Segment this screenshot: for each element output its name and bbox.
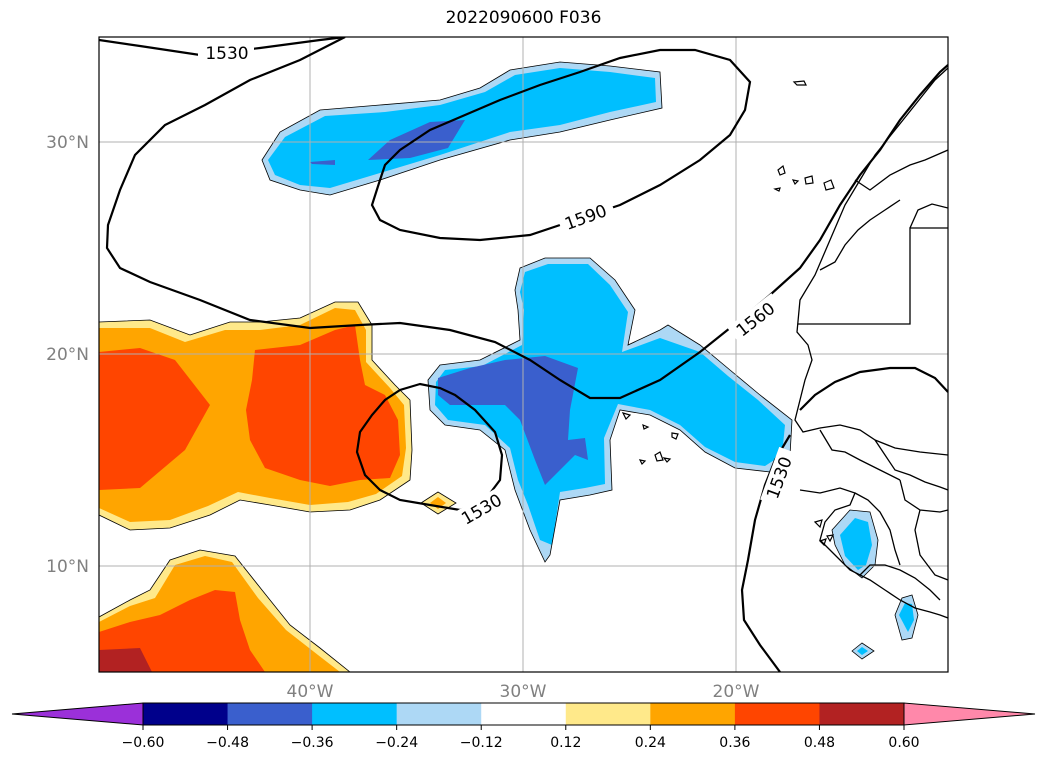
colorbar-tick-label: −0.12 xyxy=(460,735,503,751)
map-title: 2022090600 F036 xyxy=(445,8,602,28)
canary-island-5 xyxy=(773,187,781,192)
colorbar-segment xyxy=(481,703,567,725)
canary-island-4 xyxy=(823,179,835,191)
colorbar-tick-label: 0.12 xyxy=(550,735,581,751)
cape-verde-3 xyxy=(671,432,679,440)
colorbar-tick-label: 0.60 xyxy=(888,735,919,751)
colorbar-segment xyxy=(227,703,313,725)
small-blue-diamond-core xyxy=(857,647,868,655)
north-blue-core-small xyxy=(310,160,335,165)
west-warm-core xyxy=(99,348,210,490)
contour-1590 xyxy=(370,48,752,242)
canary-island-1 xyxy=(777,164,786,176)
colorbar-segment xyxy=(312,703,398,725)
canary-island-3 xyxy=(804,175,814,185)
colorbar-segment xyxy=(143,703,229,725)
lon-label-30w: 30°W xyxy=(500,682,547,702)
colorbar-tick-label: 0.36 xyxy=(719,735,750,751)
border-1 xyxy=(798,227,948,325)
africa-blue-patch-2-core xyxy=(899,603,914,632)
border-4 xyxy=(819,199,901,271)
colorbar-segment xyxy=(650,703,736,725)
latitude-labels: 30°N 20°N 10°N xyxy=(46,133,89,577)
south-warm-darkest xyxy=(99,648,152,672)
colorbar-segment xyxy=(565,703,651,725)
longitude-labels: 40°W 30°W 20°W xyxy=(287,682,760,702)
cape-verde-2 xyxy=(642,424,650,430)
bissagos-islands xyxy=(813,519,835,547)
madeira-island xyxy=(792,80,807,86)
cape-verde-6 xyxy=(662,457,672,463)
map-panel: 1530 1590 1560 1530 1530 xyxy=(99,37,948,672)
gridlines xyxy=(99,37,948,672)
central-blue-core xyxy=(438,356,588,485)
colorbar: −0.60 −0.48 −0.36 −0.24 −0.12 0.12 0.24 0.36 0.4… xyxy=(11,702,1036,751)
cape-verde-4 xyxy=(654,451,664,462)
map-frame xyxy=(98,36,949,673)
colorbar-tick-label: −0.24 xyxy=(375,735,418,751)
colorbar-ticks: −0.60 −0.48 −0.36 −0.24 −0.12 0.12 0.24 0.36 0.4… xyxy=(122,725,920,751)
lat-label-10n: 10°N xyxy=(46,557,89,577)
border-3 xyxy=(854,149,948,191)
colorbar-extend-min xyxy=(11,702,144,726)
colorbar-extend-max xyxy=(903,702,1036,726)
africa-blue-patch-core xyxy=(840,518,872,570)
colorbar-tick-label: −0.48 xyxy=(206,735,249,751)
lat-label-30n: 30°N xyxy=(46,133,89,153)
africa-coastline-south xyxy=(799,487,948,619)
canary-island-2 xyxy=(791,179,800,186)
colorbar-segment xyxy=(819,703,905,725)
lon-label-20w: 20°W xyxy=(713,682,760,702)
cape-verde-1 xyxy=(621,412,632,421)
colorbar-tick-label: 0.24 xyxy=(635,735,666,751)
border-10 xyxy=(914,509,948,581)
border-6 xyxy=(874,439,948,456)
islands xyxy=(621,80,835,547)
contour-1530-se xyxy=(799,366,948,411)
lon-label-40w: 40°W xyxy=(287,682,334,702)
west-warm-core-2 xyxy=(246,325,400,486)
contour-1530-low xyxy=(355,382,504,512)
contour-label-1530-north: 1530 xyxy=(205,44,248,64)
height-contours xyxy=(99,37,948,672)
colorbar-tick-label: 0.48 xyxy=(804,735,835,751)
border-9 xyxy=(854,492,901,566)
border-7 xyxy=(859,564,941,601)
colorbar-tick-label: −0.60 xyxy=(122,735,165,751)
colorbar-segment xyxy=(396,703,482,725)
border-5 xyxy=(819,429,901,481)
north-blue-band xyxy=(268,68,656,188)
colorbar-segments xyxy=(11,702,1036,726)
lat-label-20n: 20°N xyxy=(46,345,89,365)
positive-anomaly-fills xyxy=(99,302,456,672)
colorbar-tick-label: −0.36 xyxy=(291,735,334,751)
border-2 xyxy=(909,203,948,229)
colorbar-border xyxy=(142,702,905,726)
colorbar-segment xyxy=(734,703,820,725)
cape-verde-5 xyxy=(638,459,647,466)
contour-1530-main xyxy=(105,37,948,400)
